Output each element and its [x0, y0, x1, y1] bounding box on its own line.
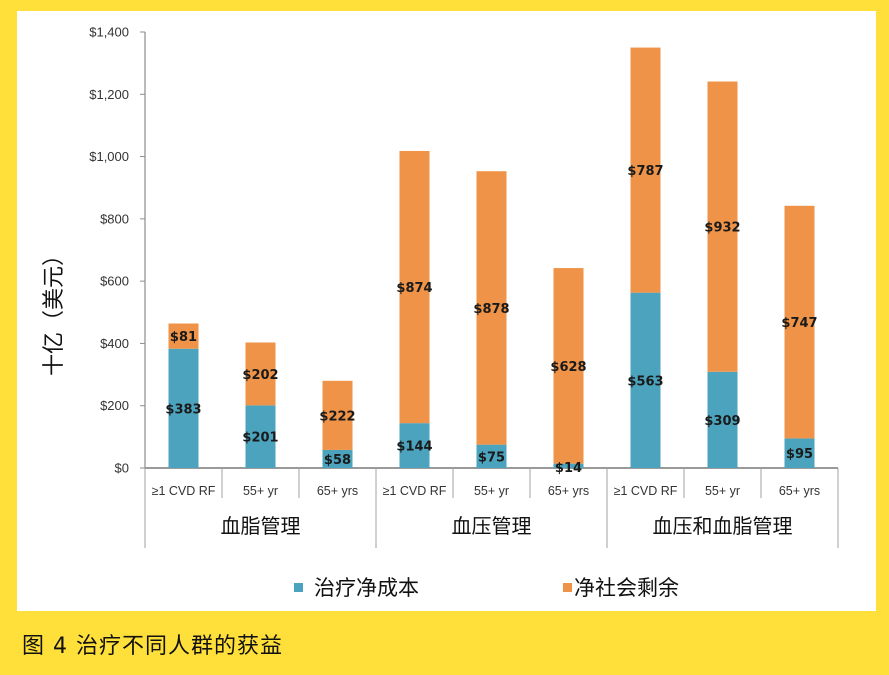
- data-label: $201: [242, 431, 278, 446]
- data-label: $628: [550, 360, 586, 375]
- x-category-label: 55+ yr: [474, 484, 509, 498]
- y-tick-label: $200: [100, 398, 129, 413]
- bar-segment-net-cost: [553, 463, 584, 468]
- data-label: $383: [165, 402, 201, 417]
- x-category-label: ≥1 CVD RF: [614, 484, 678, 498]
- bar-segment-net-cost: [168, 348, 199, 468]
- stacked-bar-chart: $0 $200 $400 $600 $800 $1,000 $1,200 $1,400 ≥1 C…: [42, 25, 839, 600]
- legend-label: 净社会剩余: [574, 576, 679, 600]
- x-group-label: 血脂管理: [221, 514, 301, 538]
- data-labels: $383 $81 $201 $202 $58 $222 $144 $874 $75 $878 $14…: [165, 164, 817, 476]
- data-label: $563: [627, 374, 663, 389]
- data-label: $75: [478, 450, 505, 465]
- data-label: $932: [704, 221, 740, 236]
- x-group-label: 血压管理: [452, 514, 532, 538]
- y-tick-label: $1,400: [89, 25, 129, 40]
- bar-segment-net-cost: [630, 292, 661, 468]
- y-tick-label: $400: [100, 336, 129, 351]
- x-category-label: 55+ yr: [705, 484, 740, 498]
- data-label: $222: [319, 409, 355, 424]
- y-tick-label: $0: [115, 461, 129, 476]
- bar-segment-net-surplus: [399, 150, 430, 424]
- x-category-label: 65+ yrs: [779, 484, 820, 498]
- y-tick-label: $600: [100, 274, 129, 289]
- x-category-label: 55+ yr: [243, 484, 278, 498]
- data-label: $202: [242, 368, 278, 383]
- legend-label: 治疗净成本: [314, 576, 419, 600]
- bar-segment-net-surplus: [168, 323, 199, 349]
- y-tick-label: $1,200: [89, 87, 129, 102]
- data-label: $95: [786, 447, 813, 462]
- bar-segment-net-cost: [476, 444, 507, 468]
- data-label: $309: [704, 414, 740, 429]
- y-tick-label: $800: [100, 211, 129, 226]
- legend-swatch: [294, 583, 303, 592]
- data-label: $14: [555, 461, 582, 476]
- bar-segment-net-cost: [707, 371, 738, 468]
- figure-caption: 图 4 治疗不同人群的获益: [22, 634, 283, 659]
- x-group-label: 血压和血脂管理: [653, 514, 793, 538]
- bar-segment-net-cost: [322, 449, 353, 468]
- x-category-label: 65+ yrs: [548, 484, 589, 498]
- data-label: $874: [396, 281, 432, 296]
- bar-segment-net-cost: [784, 438, 815, 468]
- x-category-label: ≥1 CVD RF: [152, 484, 216, 498]
- chart-panel: $0 $200 $400 $600 $800 $1,000 $1,200 $1,400 ≥1 C…: [17, 11, 876, 611]
- bar-segment-net-cost: [399, 423, 430, 468]
- x-category-label: ≥1 CVD RF: [383, 484, 447, 498]
- data-label: $81: [170, 330, 197, 345]
- data-label: $144: [396, 440, 432, 455]
- data-label: $58: [324, 453, 351, 468]
- bar-segment-net-surplus: [245, 342, 276, 406]
- bar-segment-net-surplus: [322, 380, 353, 450]
- x-category-label: 65+ yrs: [317, 484, 358, 498]
- y-tick-label: $1,000: [89, 149, 129, 164]
- data-label: $747: [781, 316, 817, 331]
- legend-swatch: [563, 583, 572, 592]
- data-label: $787: [627, 164, 663, 179]
- bar-segment-net-surplus: [784, 205, 815, 439]
- y-axis-title: 十亿（美元）: [42, 244, 67, 376]
- bar-segment-net-cost: [245, 405, 276, 468]
- legend: 治疗净成本 净社会剩余: [294, 576, 679, 600]
- data-label: $878: [473, 302, 509, 317]
- bar-segment-net-surplus: [707, 81, 738, 372]
- bars: [168, 47, 815, 468]
- bar-segment-net-surplus: [476, 171, 507, 445]
- bar-segment-net-surplus: [630, 47, 661, 293]
- bar-segment-net-surplus: [553, 268, 584, 464]
